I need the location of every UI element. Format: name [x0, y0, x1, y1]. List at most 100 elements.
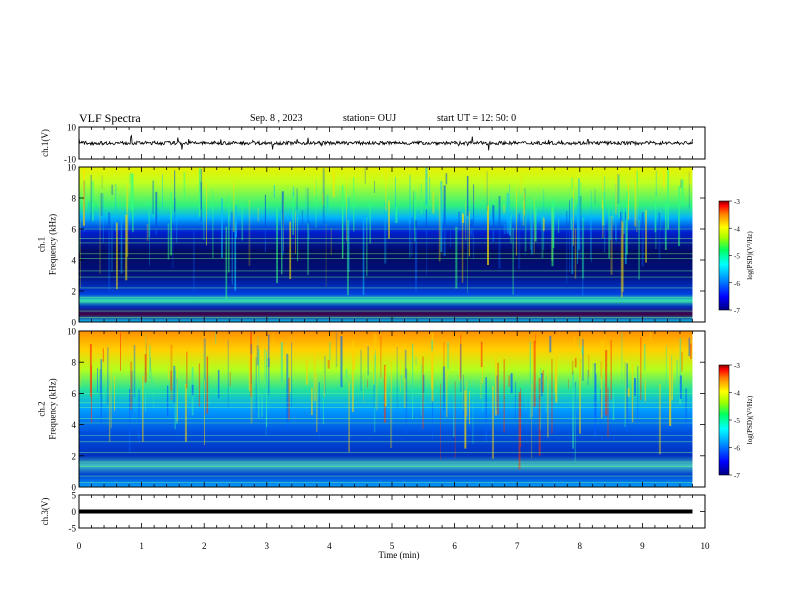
spectrogram-streak	[466, 175, 469, 216]
spectrogram-streak	[413, 191, 414, 234]
ch1-point	[422, 142, 424, 144]
spectrogram-streak	[234, 221, 237, 291]
x-tick-label: 5	[390, 541, 395, 551]
spectrogram-streak	[376, 355, 378, 411]
spectrogram-streak	[481, 382, 484, 412]
spectrogram-streak	[409, 213, 411, 258]
spectrogram-streak	[404, 349, 407, 379]
spectrogram-streak	[265, 373, 267, 436]
station-label: station= OUJ	[343, 113, 397, 124]
spectrogram-streak	[267, 334, 270, 396]
spectrogram-streak	[620, 212, 622, 235]
spectrogram-streak	[487, 206, 489, 265]
spectrogram-streak	[149, 205, 150, 266]
spectrogram-streak	[480, 341, 483, 367]
spectrogram-streak	[574, 335, 576, 359]
colorbar-tick-label: -4	[734, 390, 740, 398]
spectrogram-streak	[608, 206, 610, 259]
spectrogram-streak	[626, 363, 628, 432]
y-tick-label: 0	[72, 483, 77, 493]
spectrogram-streak	[217, 370, 220, 399]
spectrogram-streak	[380, 336, 382, 378]
spectrogram-streak	[496, 375, 498, 410]
spectrogram-streak	[90, 174, 92, 222]
spectrogram-streak	[566, 210, 568, 284]
spectrogram-streak	[464, 390, 467, 449]
spectrogram-streak	[620, 220, 623, 298]
spectrogram-streak	[184, 383, 187, 442]
colorbar-label: log(PSD)(V²/Hz)	[746, 395, 754, 444]
spectrogram-streak	[582, 226, 584, 296]
spectrogram-streak	[645, 209, 647, 263]
spectrogram-streak	[308, 222, 310, 239]
spectrogram-streak	[534, 206, 537, 242]
spectrogram-streak	[541, 215, 544, 258]
spectrogram-streak	[472, 380, 474, 444]
x-tick-label: 6	[452, 541, 457, 551]
y-tick-label: 10	[67, 163, 77, 173]
spectrogram-streak	[621, 332, 623, 394]
spectrogram-streak	[615, 175, 617, 215]
spectrogram-streak	[99, 201, 101, 274]
spectrogram-streak	[305, 186, 307, 222]
spectrogram-streak	[541, 373, 543, 397]
spectrogram-streak	[571, 360, 574, 375]
spectrogram-streak	[470, 219, 473, 238]
spectrogram-streak	[525, 381, 527, 410]
spectrogram-streak	[425, 209, 427, 236]
spectrogram-streak	[287, 377, 290, 420]
spectrogram-streak	[280, 342, 283, 383]
colorbar-label: log(PSD)(V²/Hz)	[746, 231, 754, 280]
spectrogram-streak	[202, 169, 205, 188]
spectrogram-streak	[454, 381, 456, 458]
spectrogram-streak	[208, 376, 210, 407]
spectrogram-streak	[611, 199, 614, 219]
spectrogram-streak	[574, 381, 576, 417]
spectrogram-streak	[664, 201, 667, 250]
spectrogram-streak	[291, 342, 293, 407]
spectrogram-streak	[162, 174, 163, 211]
spectrogram-streak	[649, 331, 652, 342]
spectrogram-streak	[467, 221, 468, 294]
spectrogram-streak	[590, 221, 592, 259]
spectrogram-streak	[480, 344, 481, 363]
spectrogram-streak	[615, 206, 617, 243]
spectrogram-streak	[176, 367, 178, 421]
spectrogram-streak	[533, 340, 536, 407]
spectrogram-streak	[189, 371, 191, 380]
colorbar-tick-label: -3	[734, 198, 740, 206]
spectrogram-streak	[335, 331, 338, 368]
spectrogram-streak	[297, 217, 299, 262]
spectrogram-streak	[459, 338, 461, 381]
spectrogram-streak	[212, 189, 214, 259]
spectrogram-streak	[465, 202, 467, 241]
spectrogram-streak	[314, 180, 316, 196]
no-data-region	[692, 167, 705, 322]
spectrogram-streak	[495, 357, 497, 416]
colorbar-tick-label: -4	[734, 225, 740, 233]
spectrogram-streak	[400, 363, 401, 392]
spectrogram-streak	[624, 212, 627, 221]
spectrogram-streak	[414, 192, 416, 242]
spectrogram-streak	[292, 186, 295, 197]
spectrogram-streak	[574, 387, 576, 462]
spectrogram-streak	[250, 383, 253, 424]
spectrogram-streak	[257, 336, 259, 365]
spectrogram-streak	[100, 359, 103, 431]
spectrogram-streak	[85, 182, 86, 196]
spectrogram-streak	[170, 370, 172, 391]
spectrogram-streak	[577, 203, 578, 265]
spectrogram-streak	[332, 172, 335, 197]
spectrogram-streak	[326, 195, 329, 211]
spectrogram-streak	[455, 226, 458, 289]
spectrogram-streak	[462, 213, 464, 223]
ch1-point	[141, 142, 143, 144]
spectrogram-streak	[353, 177, 355, 232]
spectrogram-streak	[431, 355, 433, 389]
spectrogram-streak	[384, 201, 387, 264]
spectrogram-streak	[133, 345, 136, 398]
spectrogram-streak	[409, 174, 411, 224]
ch1-waveform	[78, 134, 693, 151]
spectrogram-streak	[130, 361, 133, 410]
spectrogram-streak	[509, 184, 511, 223]
